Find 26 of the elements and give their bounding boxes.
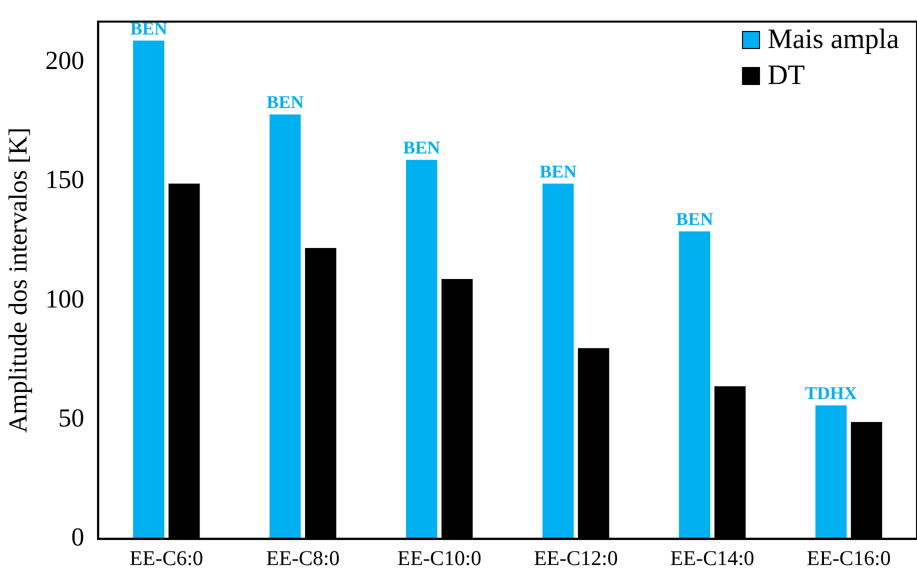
bar [270,114,301,539]
x-tick-label: EE-C14:0 [670,546,754,570]
x-tick-label: EE-C8:0 [266,546,340,570]
bar [133,40,164,539]
y-tick-label: 100 [45,284,84,314]
bar [542,184,574,539]
bar [406,160,438,539]
x-tick-label: EE-C16:0 [806,546,891,570]
annotation: BEN [266,92,304,112]
y-axis-title: Amplitude dos intervalos [K] [3,127,32,433]
bar [815,405,847,539]
y-tick-label: 200 [45,46,84,75]
y-tick-label: 50 [58,403,84,432]
x-tick-label: EE-C6:0 [130,546,204,570]
annotation: BEN [403,137,440,158]
annotation: BEN [676,208,714,229]
bar [678,231,710,539]
annotation: BEN [540,161,577,182]
y-tick-label: 150 [45,165,84,194]
x-tick-label: EE-C12:0 [534,546,618,570]
x-tick-label: EE-C10:0 [397,546,482,570]
annotation: TDHX [805,382,858,403]
annotation: BEN [130,18,168,38]
legend-label: Mais ampla [768,23,899,57]
legend-label: DT [768,59,805,93]
y-tick-label: 0 [71,522,84,552]
